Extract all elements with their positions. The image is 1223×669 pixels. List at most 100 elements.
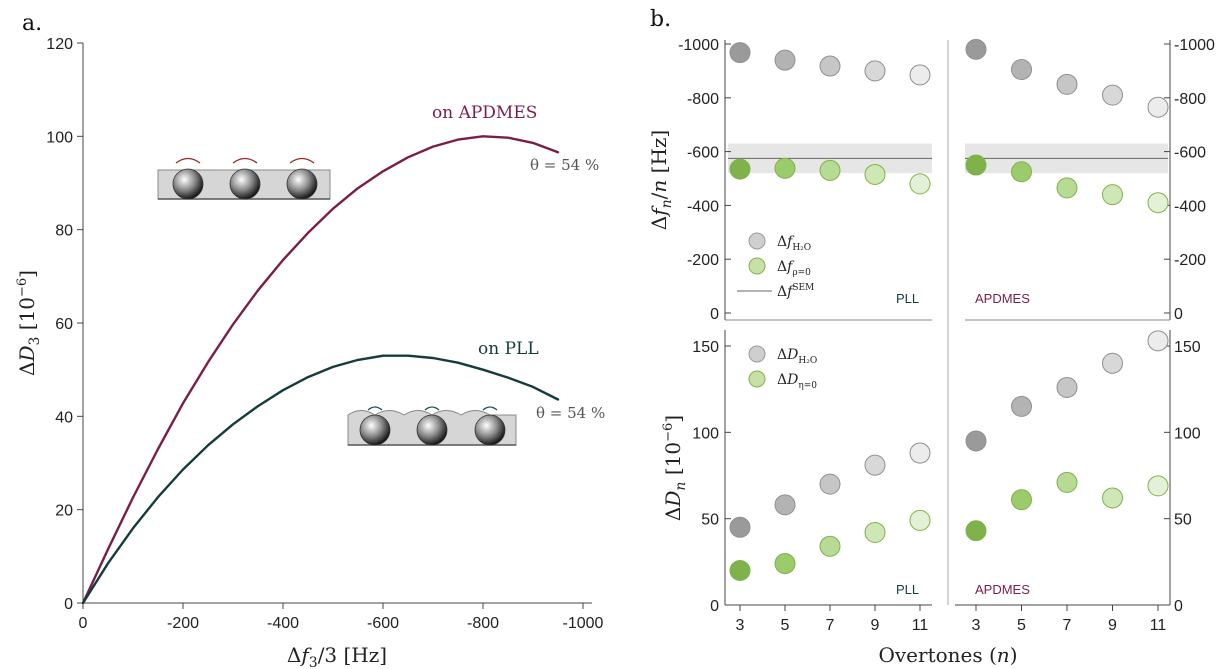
top-left-tick-label: -400 <box>687 198 719 215</box>
x-tick-label: 11 <box>1150 617 1167 634</box>
top-left-tick-label: -800 <box>687 91 719 108</box>
x-tick-label: -1000 <box>563 615 604 632</box>
subpanel-label-pll-top: PLL <box>896 291 919 306</box>
point-d-eta0-pll-n7 <box>819 535 841 557</box>
bottom-right-tick-label: 150 <box>1174 339 1201 356</box>
panel-a-series <box>81 135 560 605</box>
point-d-eta0-pll-n9 <box>864 521 886 543</box>
point-d-eta0-apdmes-n9 <box>1102 487 1123 509</box>
pll-schematic <box>347 406 517 446</box>
point-f-rho0-apdmes-n7 <box>1056 177 1078 199</box>
legend-top: ΔfH₂O Δfρ=0 ΔfSEM <box>737 232 814 300</box>
panel-b-chart: 0 0 -200 -200 -400 -400 -600 -600 -800 -800 -1000 -… <box>647 37 1215 667</box>
point-d-h2o-apdmes-n3 <box>965 430 987 452</box>
x-tick-label: 9 <box>871 617 880 634</box>
x-tick-label: 7 <box>1063 617 1072 634</box>
y-tick-label: 0 <box>64 596 73 613</box>
legend-label-dh2o: ΔDH₂O <box>777 347 817 366</box>
top-right-tick-label: 0 <box>1174 306 1183 323</box>
series-line-apdmes <box>81 135 560 605</box>
point-f-rho0-apdmes-n11 <box>1147 192 1169 214</box>
panel-a-x-label: Δf3/3 [Hz] <box>287 643 387 669</box>
top-left-tick-label: -1000 <box>678 37 719 54</box>
point-f-rho0-apdmes-n5 <box>1011 161 1032 183</box>
point-f-rho0-pll-n5 <box>774 157 796 179</box>
x-tick-label: 7 <box>826 617 835 634</box>
subpanel-label-apdmes-bottom: APDMES <box>975 582 1030 597</box>
panel-a-y-label: ΔD3 [10−6] <box>15 270 43 376</box>
top-right-tick-label: -800 <box>1174 91 1206 108</box>
x-tick-label: -400 <box>267 615 299 632</box>
legend-label-fh2o: ΔfH₂O <box>777 234 811 253</box>
series-line-pll <box>81 354 560 605</box>
point-f-h2o-apdmes-n7 <box>1056 73 1078 95</box>
top-right-tick-label: -600 <box>1174 145 1206 162</box>
bottom-left-tick-label: 0 <box>710 598 719 615</box>
legend-label-deta: ΔDη=0 <box>777 372 817 391</box>
x-tick-label: 0 <box>79 615 88 632</box>
y-tick-label: 80 <box>55 223 73 240</box>
panel-b-label: b. <box>650 7 671 32</box>
x-tick-label: -800 <box>467 615 499 632</box>
bottom-right-tick-label: 50 <box>1174 512 1192 529</box>
annotation-apdmes: on APDMES <box>432 103 537 123</box>
x-tick-label: 3 <box>736 617 745 634</box>
point-d-h2o-pll-n5 <box>774 494 796 516</box>
point-d-eta0-apdmes-n7 <box>1056 471 1078 493</box>
subpanel-label-pll-bottom: PLL <box>896 582 919 597</box>
annotation-pll: on PLL <box>478 339 539 359</box>
x-tick-label: -200 <box>167 615 199 632</box>
x-tick-label: 3 <box>972 617 981 634</box>
point-d-h2o-apdmes-n11 <box>1147 330 1169 352</box>
x-tick-label: 11 <box>912 617 929 634</box>
point-d-eta0-pll-n5 <box>774 553 796 575</box>
bottom-right-tick-label: 100 <box>1174 425 1201 442</box>
point-f-rho0-apdmes-n9 <box>1102 184 1123 206</box>
point-d-eta0-apdmes-n3 <box>965 520 987 542</box>
panel-b-ticks: 0 0 -200 -200 -400 -400 -600 -600 -800 -800 -1000 -… <box>678 37 1215 634</box>
point-f-h2o-apdmes-n11 <box>1147 96 1169 118</box>
panel-a-label: a. <box>22 11 42 36</box>
point-f-rho0-pll-n9 <box>864 163 886 185</box>
panel-b-bottom-y-label: ΔDn [10−6] <box>661 415 689 521</box>
x-tick-label: 9 <box>1108 617 1117 634</box>
bottom-left-tick-label: 100 <box>692 425 719 442</box>
point-d-h2o-pll-n3 <box>729 516 751 538</box>
y-tick-label: 20 <box>55 503 73 520</box>
point-d-h2o-apdmes-n5 <box>1011 395 1032 417</box>
top-left-tick-label: 0 <box>710 306 719 323</box>
panel-b-x-label: Overtones (n) <box>878 643 1017 667</box>
top-right-tick-label: -1000 <box>1174 37 1215 54</box>
panel-a-chart: 0 -200 -400 -600 -800 -1000 0 20 40 60 80 100 120 Δf… <box>15 36 605 669</box>
point-d-h2o-pll-n7 <box>819 473 841 495</box>
point-f-rho0-pll-n11 <box>909 173 931 195</box>
legend-marker-deta <box>748 370 766 388</box>
annotation-theta-pll: θ = 54 % <box>536 404 605 422</box>
point-f-h2o-pll-n9 <box>864 60 886 82</box>
y-tick-label: 100 <box>46 129 73 146</box>
bottom-left-tick-label: 50 <box>701 512 719 529</box>
legend-bottom: ΔDH₂O ΔDη=0 <box>748 345 817 391</box>
top-left-tick-label: -600 <box>687 145 719 162</box>
point-d-eta0-pll-n11 <box>909 509 931 531</box>
annotation-theta-apdmes: θ = 54 % <box>530 156 599 174</box>
legend-marker-frho <box>748 257 766 275</box>
legend-label-fsem: ΔfSEM <box>777 283 814 300</box>
legend-marker-dh2o <box>748 345 766 363</box>
legend-label-frho: Δfρ=0 <box>777 259 811 278</box>
point-f-h2o-pll-n5 <box>774 49 796 71</box>
point-f-h2o-apdmes-n3 <box>965 38 987 60</box>
point-d-h2o-apdmes-n9 <box>1102 352 1123 374</box>
sem-band <box>728 143 1168 174</box>
point-d-eta0-pll-n3 <box>729 559 751 581</box>
x-tick-label: 5 <box>1017 617 1026 634</box>
y-tick-label: 120 <box>46 36 73 53</box>
panel-b-top-y-label: Δfn/n [Hz] <box>647 130 675 230</box>
panel-a-ticks: 0 -200 -400 -600 -800 -1000 0 20 40 60 80 100 120 <box>46 36 603 632</box>
point-d-eta0-apdmes-n11 <box>1147 475 1169 497</box>
point-d-h2o-pll-n9 <box>864 454 886 476</box>
x-tick-label: 5 <box>781 617 790 634</box>
point-d-h2o-pll-n11 <box>909 442 931 464</box>
top-right-tick-label: -400 <box>1174 198 1206 215</box>
